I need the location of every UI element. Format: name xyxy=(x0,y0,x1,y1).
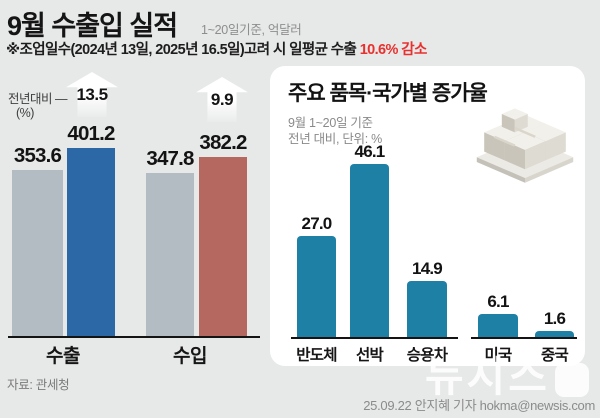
boxes-icon xyxy=(476,108,574,183)
yoy-axis-label-text: 전년대비 — xyxy=(8,92,67,106)
card-subtitle-period: 9월 1~20일 기준 xyxy=(288,116,373,130)
yoy-axis-unit: (%) xyxy=(16,106,34,120)
category-import: 수입 xyxy=(173,346,207,367)
bar-import-prev-year xyxy=(146,173,194,336)
export-growth-value: 13.5 xyxy=(76,85,108,104)
import-growth-value: 9.9 xyxy=(210,90,234,109)
category-ships: 선박 xyxy=(356,347,384,364)
import-growth-arrow: 9.9 xyxy=(196,77,248,122)
card-subtitle-unit: 전년 대비, 단위: % xyxy=(288,132,382,146)
export-growth-arrow: 13.5 xyxy=(66,72,118,117)
items-baseline xyxy=(291,337,458,339)
bar-export-prev-year xyxy=(12,170,63,336)
category-china: 중국 xyxy=(541,347,569,364)
yoy-axis-label: 전년대비 — (%) xyxy=(8,92,67,120)
data-source: 자료: 관세청 xyxy=(7,378,70,392)
category-export: 수출 xyxy=(46,346,80,367)
bar-china xyxy=(535,331,574,337)
newsis-logo-text: 뉴시스 xyxy=(425,353,550,400)
page-title-unit: 1~20일기준, 억달러 xyxy=(201,23,302,37)
category-cars: 승용차 xyxy=(406,347,448,364)
bar-china-value: 1.6 xyxy=(543,309,566,328)
page-title: 9월 수출입 실적 xyxy=(7,11,178,41)
bar-cars xyxy=(407,281,447,337)
bar-export-prev-year-value: 353.6 xyxy=(13,144,62,167)
left-chart-baseline xyxy=(8,336,260,338)
daily-average-note: ※조업일수(2024년 13일, 2025년 16.5일)고려 시 일평균 수출… xyxy=(6,38,427,59)
byline-credit: 25.09.22 안지혜 기자 hokma@newsis.com xyxy=(363,398,595,413)
bar-export-current xyxy=(67,148,115,336)
bar-ships xyxy=(350,164,389,337)
bar-import-current xyxy=(199,157,247,336)
bar-import-prev-year-value: 347.8 xyxy=(146,147,194,170)
bar-cars-value: 14.9 xyxy=(412,259,443,278)
bar-usa xyxy=(478,314,518,337)
countries-baseline xyxy=(471,337,577,339)
bar-ships-value: 46.1 xyxy=(354,142,386,161)
daily-note-text: ※조업일수(2024년 13일, 2025년 16.5일)고려 시 일평균 수출 xyxy=(6,42,360,58)
bar-export-current-value: 401.2 xyxy=(67,122,115,145)
newsis-logo: 뉴시스 xyxy=(425,353,589,401)
bar-usa-value: 6.1 xyxy=(487,292,509,311)
category-usa: 미국 xyxy=(484,347,513,364)
card-title: 주요 품목·국가별 증가율 xyxy=(288,82,488,105)
bar-import-current-value: 382.2 xyxy=(199,131,247,154)
bar-semiconductor-value: 27.0 xyxy=(301,214,333,233)
newsis-logo-symbol-icon xyxy=(554,363,589,397)
category-semiconductor: 반도체 xyxy=(296,347,337,364)
daily-note-highlight: 10.6% 감소 xyxy=(359,42,428,58)
bar-semiconductor xyxy=(297,236,336,337)
